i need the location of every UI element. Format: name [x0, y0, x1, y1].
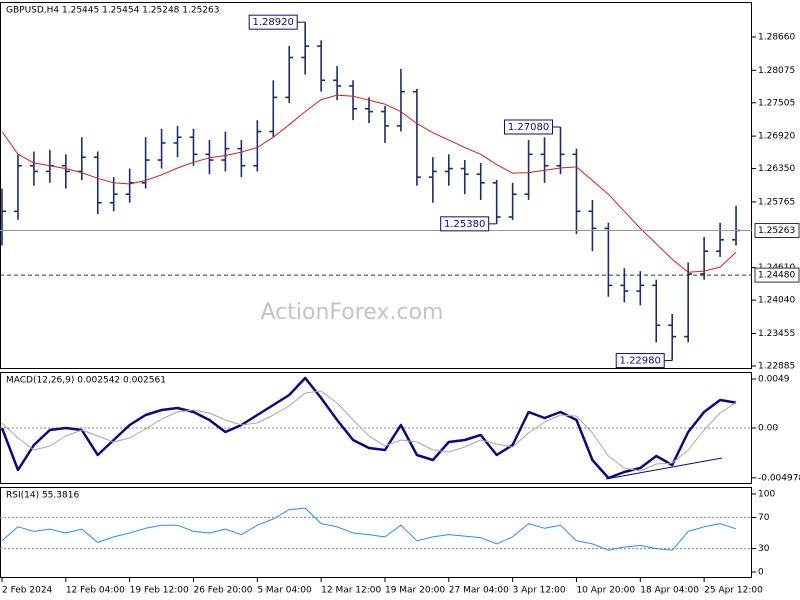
y-tick-label: -0.004978	[758, 473, 800, 483]
pane-title: RSI(14) 55.3816	[6, 491, 79, 501]
series-line	[1, 94, 737, 273]
y-tick-label: 1.26350	[758, 164, 795, 174]
y-tick-label: 1.23455	[758, 329, 795, 339]
y-tick-label: 0.0049	[758, 375, 790, 385]
annotation-box	[504, 119, 554, 135]
y-tick-label: 1.25765	[758, 197, 795, 207]
price-label: 1.25263	[758, 226, 795, 236]
y-tick-label: 1.22885	[758, 361, 795, 371]
y-tick-label: 0.00	[758, 424, 778, 434]
x-tick-label: 2 Feb 2024	[2, 586, 53, 596]
x-tick-label: 12 Feb 04:00	[66, 586, 125, 596]
y-tick-label: 1.24040	[758, 296, 795, 306]
annotation-box	[615, 353, 665, 369]
x-tick-label: 10 Apr 20:00	[576, 586, 635, 596]
pane-title: GBPUSD,H4 1.25445 1.25454 1.25248 1.2526…	[6, 6, 219, 16]
annotation-label: 1.25380	[444, 219, 485, 230]
trend-line	[605, 457, 723, 480]
y-tick-label: 1.28660	[758, 32, 795, 42]
y-tick-label: 1.28075	[758, 66, 795, 76]
x-tick-label: 27 Mar 04:00	[449, 586, 509, 596]
price-box	[754, 267, 800, 283]
price-box	[754, 223, 800, 239]
pane-title: MACD(12,26,9) 0.002542 0.002561	[6, 376, 166, 386]
x-tick-label: 25 Apr 12:00	[704, 586, 763, 596]
annotation-box	[248, 14, 298, 30]
x-tick-label: 5 Mar 04:00	[257, 586, 312, 596]
annotation-label: 1.27080	[508, 122, 549, 133]
annotation-label: 1.28920	[253, 17, 294, 28]
pane	[0, 487, 752, 578]
x-tick-label: 26 Feb 20:00	[193, 586, 252, 596]
series-line	[1, 507, 737, 551]
watermark: ActionForex.com	[261, 300, 444, 325]
annotation-box	[440, 216, 490, 232]
y-tick-label: 0	[758, 567, 764, 577]
x-tick-label: 18 Apr 04:00	[640, 586, 699, 596]
annotation-label: 1.22980	[620, 356, 661, 367]
y-tick-label: 1.27505	[758, 98, 795, 108]
price-label: 1.24480	[758, 271, 795, 281]
y-tick-label: 70	[758, 513, 770, 523]
x-tick-label: 19 Mar 20:00	[385, 586, 445, 596]
y-tick-label: 100	[758, 490, 775, 500]
x-tick-label: 3 Apr 12:00	[513, 586, 566, 596]
series-line	[0, 376, 737, 480]
x-tick-label: 12 Mar 12:00	[321, 586, 381, 596]
series-line	[1, 390, 737, 472]
pane	[0, 2, 752, 369]
y-tick-label: 1.26920	[758, 132, 795, 142]
y-tick-label: 30	[758, 544, 770, 554]
x-tick-label: 19 Feb 12:00	[130, 586, 189, 596]
